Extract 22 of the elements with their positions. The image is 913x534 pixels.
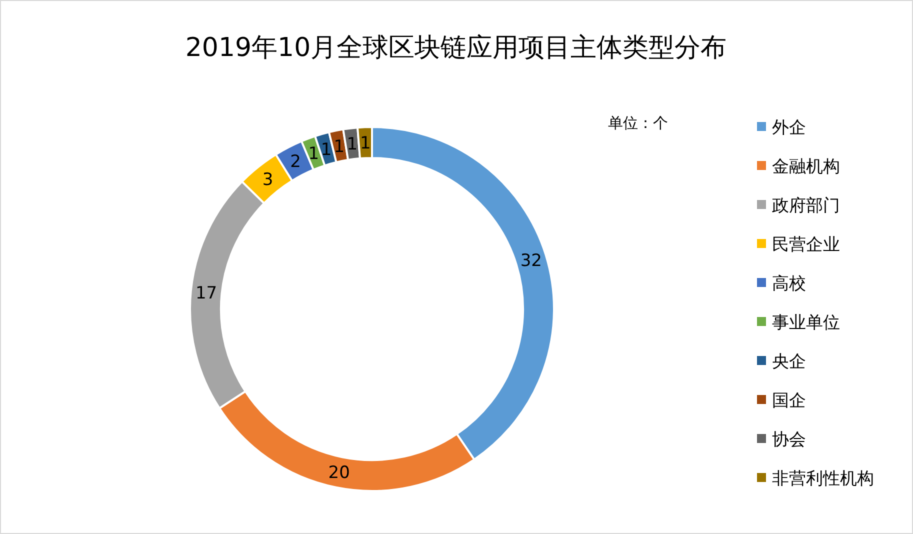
legend-label: 事业单位 [772,313,840,333]
data-label: 3 [262,170,274,190]
legend-label: 国企 [772,391,806,411]
data-label: 32 [520,251,542,272]
legend-label: 协会 [772,430,806,450]
data-label: 2 [290,152,301,172]
legend-label: 政府部门 [772,196,840,216]
data-label: 1 [320,140,332,160]
data-label: 1 [334,136,345,157]
legend-label: 高校 [772,274,806,294]
text: 单位：个 [608,114,668,132]
data-label: 1 [308,144,320,164]
data-label: 1 [346,134,358,155]
data-label: 17 [195,283,218,304]
legend-label: 非营利性机构 [772,469,874,489]
legend-label: 外企 [772,118,806,138]
legend-label: 民营企业 [772,235,840,255]
chart-title: 2019年10月全球区块链应用项目主体类型分布 [185,33,727,63]
legend-label: 央企 [772,352,806,372]
data-label: 20 [328,463,350,484]
legend-label: 金融机构 [772,157,840,177]
data-label: 1 [360,134,371,154]
